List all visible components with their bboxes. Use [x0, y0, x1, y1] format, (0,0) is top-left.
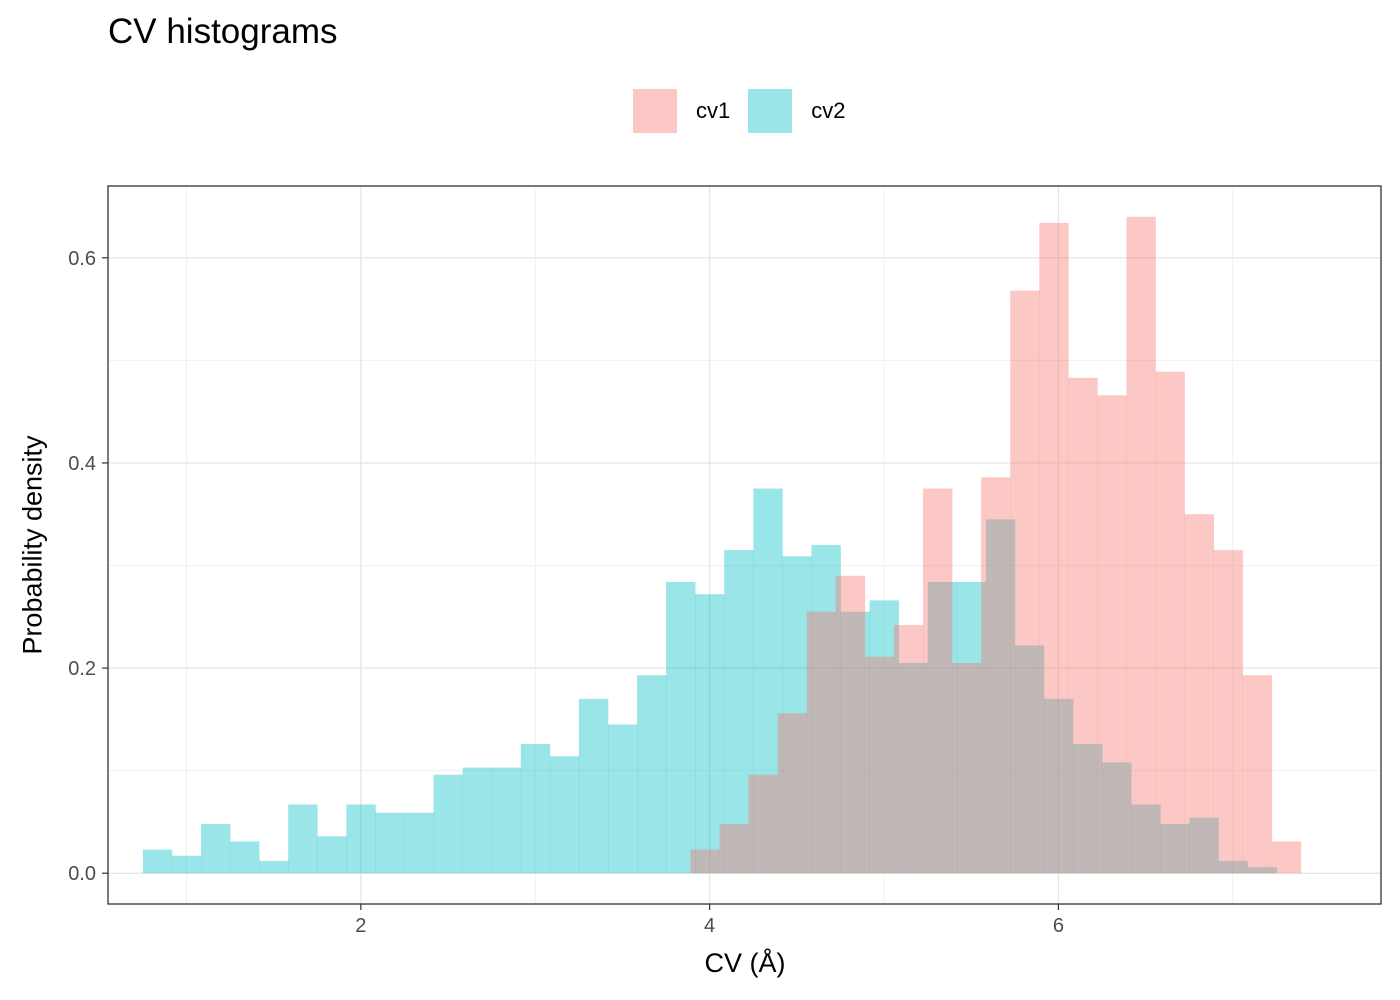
bar-cv2 — [840, 611, 870, 874]
y-tick-label: 0.0 — [68, 863, 96, 885]
x-tick-label: 4 — [704, 915, 715, 937]
legend-key-cv2 — [748, 89, 793, 133]
bar-cv2 — [1189, 817, 1219, 874]
bar-cv2 — [1102, 762, 1132, 874]
bar-cv2 — [491, 767, 522, 874]
bar-cv2 — [782, 556, 812, 874]
bar-cv1 — [922, 488, 953, 874]
bar-cv2 — [142, 849, 173, 874]
bar-cv1 — [806, 611, 837, 874]
bar-cv2 — [637, 675, 667, 874]
bar-cv2 — [317, 836, 347, 874]
legend-label-cv1: cv1 — [696, 98, 731, 123]
bar-cv2 — [1218, 860, 1248, 874]
bar-cv1 — [864, 656, 895, 874]
y-axis-label: Probability density — [17, 435, 48, 655]
bar-cv2 — [753, 488, 783, 874]
bar-cv2 — [433, 774, 463, 874]
bar-cv2 — [259, 860, 289, 874]
bar-cv1 — [1068, 377, 1098, 874]
bar-cv2 — [549, 756, 580, 874]
bar-cv1 — [952, 662, 982, 874]
bar-cv2 — [1247, 867, 1277, 874]
bar-cv1 — [1097, 395, 1127, 874]
bar-cv2 — [230, 841, 260, 874]
bar-cv2 — [1160, 823, 1190, 874]
bar-cv1 — [1271, 841, 1302, 874]
chart-title: CV histograms — [108, 12, 338, 51]
grid-lines — [108, 186, 1381, 904]
bar-cv1 — [981, 477, 1011, 874]
bar-cv2 — [1044, 698, 1074, 874]
legend-label-cv2: cv2 — [811, 98, 846, 123]
bar-cv1 — [835, 575, 866, 874]
bar-cv2 — [520, 743, 551, 874]
x-tick-label: 6 — [1053, 915, 1064, 937]
bar-cv1 — [1242, 675, 1273, 874]
bar-cv2 — [346, 804, 376, 874]
bar-cv2 — [811, 545, 841, 874]
bar-cv2 — [288, 804, 318, 874]
bar-cv2 — [898, 662, 929, 874]
bar-cv1 — [777, 713, 808, 874]
bar-cv1 — [1039, 222, 1069, 874]
x-tick-label: 2 — [355, 915, 366, 937]
bar-cv2 — [607, 724, 638, 874]
bar-cv2 — [578, 698, 609, 874]
bar-cv2 — [1073, 743, 1103, 874]
bar-cv2 — [985, 519, 1016, 874]
bar-cv2 — [666, 581, 696, 874]
y-tick-label: 0.2 — [68, 658, 96, 680]
legend-item-cv1: cv1 — [633, 89, 730, 133]
y-tick-label: 0.4 — [68, 453, 96, 475]
bar-cv1 — [1184, 514, 1214, 874]
panel-border — [107, 185, 1382, 905]
bar-cv2 — [695, 594, 725, 874]
bar-cv2 — [927, 581, 958, 874]
bar-cv1 — [1010, 290, 1040, 874]
bar-cv2 — [724, 550, 754, 874]
bar-cv2 — [201, 823, 231, 874]
x-axis-label: CV (Å) — [704, 948, 786, 978]
bar-cv1 — [1213, 550, 1244, 874]
bar-cv2 — [956, 581, 987, 874]
bar-cv1 — [690, 849, 720, 874]
bar-cv2 — [375, 812, 405, 874]
bar-cv2 — [869, 600, 899, 874]
bar-cv1 — [893, 625, 924, 874]
bar-cv2 — [1014, 645, 1045, 874]
bar-cv1 — [748, 774, 778, 874]
axis-ticks: 2 4 6 0.0 0.2 0.4 0.6 — [68, 248, 1064, 937]
bar-cv2 — [1131, 804, 1161, 874]
legend: cv1 cv2 — [633, 89, 864, 133]
bar-cv1 — [1155, 371, 1185, 874]
y-tick-label: 0.6 — [68, 248, 96, 270]
bar-cv2 — [171, 855, 202, 874]
bar-cv2 — [404, 812, 434, 874]
bar-cv1 — [719, 823, 749, 874]
bar-cv2 — [462, 767, 493, 874]
legend-key-cv1 — [633, 89, 677, 133]
bar-cv1 — [1126, 216, 1156, 874]
legend-item-cv2: cv2 — [748, 89, 846, 133]
histogram-bars — [142, 216, 1302, 874]
